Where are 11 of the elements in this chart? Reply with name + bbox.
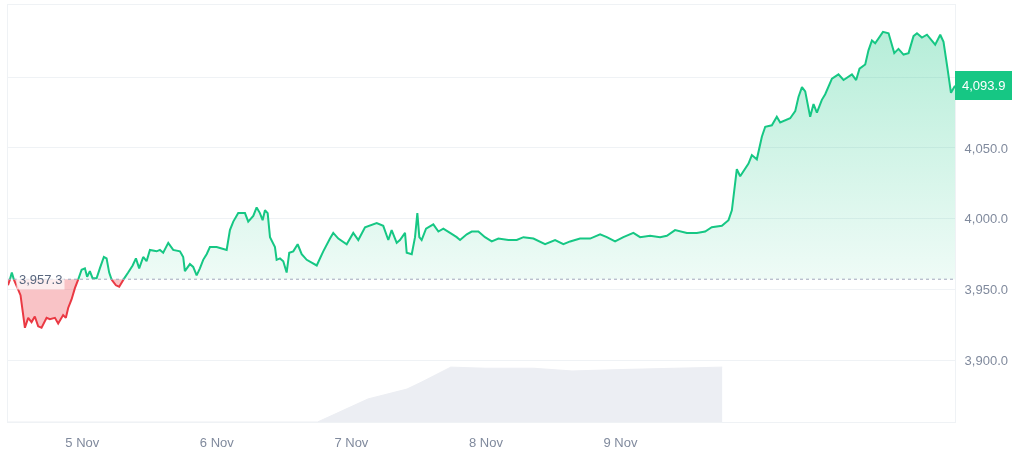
- x-tick-label: 9 Nov: [603, 434, 638, 450]
- y-tick-label: 3,950.0: [964, 282, 1008, 298]
- y-tick-label: 4,050.0: [964, 140, 1008, 156]
- x-tick-label: 6 Nov: [199, 434, 235, 450]
- y-tick-label: 3,900.0: [964, 352, 1008, 368]
- x-tick-label: 5 Nov: [65, 434, 100, 450]
- x-tick-label: 7 Nov: [334, 434, 369, 450]
- y-tick-label: 4,000.0: [964, 211, 1008, 227]
- ref-line-label: 3,957.3: [19, 272, 63, 287]
- annotation: 4,093.9: [962, 78, 1006, 93]
- x-tick-label: 8 Nov: [468, 434, 504, 450]
